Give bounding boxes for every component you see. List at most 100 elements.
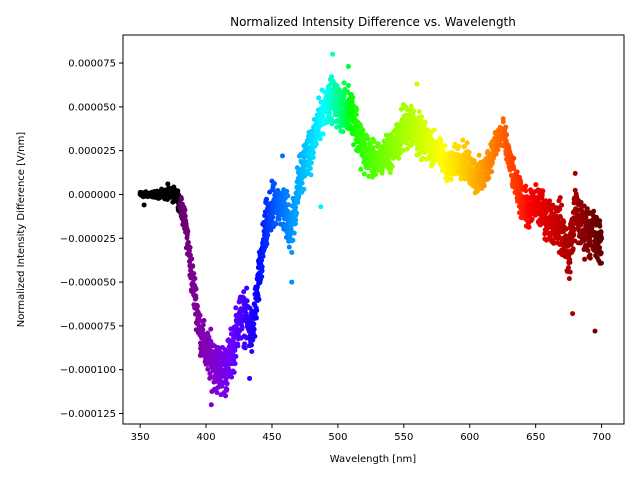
data-point [584, 206, 590, 212]
data-point [182, 207, 188, 213]
data-point [371, 139, 377, 145]
data-point [566, 276, 572, 282]
data-point [591, 208, 597, 214]
data-point [561, 219, 567, 225]
data-point [448, 176, 454, 182]
data-point [249, 349, 255, 355]
y-axis: −0.000125 −0.000100 −0.000075 −0.000050 −0.0… [60, 59, 123, 420]
data-point [320, 131, 326, 137]
data-point [317, 136, 323, 142]
data-point [194, 303, 200, 309]
data-point [308, 172, 314, 178]
data-point [597, 223, 603, 229]
x-tick-label: 700 [592, 432, 611, 443]
y-tick-label: 0.000050 [68, 102, 116, 113]
data-point [404, 146, 410, 152]
data-point [567, 259, 573, 265]
data-point [414, 81, 420, 87]
data-point [271, 181, 277, 187]
data-point [200, 327, 206, 333]
data-point [422, 119, 428, 125]
data-point [578, 199, 584, 205]
data-point [284, 188, 290, 194]
data-point [297, 184, 303, 190]
data-point [506, 145, 512, 151]
data-point [583, 215, 589, 221]
data-point [252, 333, 258, 339]
data-point [597, 218, 603, 224]
data-point [500, 119, 506, 125]
data-point [175, 188, 181, 194]
data-point [192, 276, 198, 282]
y-tick-label: −0.000100 [60, 365, 116, 376]
data-point [559, 202, 565, 208]
x-axis-label: Wavelength [nm] [330, 454, 416, 465]
data-point [340, 129, 346, 135]
data-point [489, 160, 495, 166]
data-point [592, 328, 598, 334]
data-point [244, 285, 250, 291]
data-point [232, 361, 238, 367]
data-point [568, 241, 574, 247]
data-point [201, 332, 207, 338]
data-point [193, 286, 199, 292]
data-point [476, 152, 482, 158]
data-point [509, 159, 515, 165]
data-point [511, 166, 517, 172]
data-point [208, 326, 214, 332]
data-point [523, 188, 529, 194]
data-point [197, 318, 203, 324]
x-tick-label: 650 [526, 432, 545, 443]
data-point [231, 369, 237, 375]
data-point [229, 374, 235, 380]
data-point [197, 312, 203, 318]
data-point [289, 279, 295, 285]
data-point [341, 80, 347, 86]
data-point [542, 198, 548, 204]
data-point [514, 169, 520, 175]
data-point [408, 103, 414, 109]
data-point [379, 166, 385, 172]
data-point [235, 343, 241, 349]
data-point [570, 311, 576, 317]
data-point [598, 250, 604, 256]
data-point [189, 256, 195, 262]
data-point [206, 334, 212, 340]
data-point [307, 165, 313, 171]
data-point [599, 236, 605, 242]
data-point [396, 155, 402, 161]
data-point [547, 198, 553, 204]
data-point [292, 221, 298, 227]
data-point [254, 307, 260, 313]
data-point [582, 256, 588, 262]
data-point [460, 137, 466, 143]
data-point [330, 51, 336, 57]
data-point [411, 108, 417, 114]
data-point [178, 196, 184, 202]
data-point [313, 141, 319, 147]
data-point [316, 95, 322, 101]
y-tick-label: −0.000125 [60, 409, 116, 420]
data-point [598, 260, 604, 266]
data-point [353, 112, 359, 117]
data-point [291, 230, 297, 236]
y-tick-label: 0.000000 [68, 190, 116, 201]
data-point [367, 141, 373, 147]
data-point [556, 234, 562, 240]
data-point [464, 140, 470, 146]
data-point [201, 317, 207, 323]
data-point [514, 181, 520, 187]
data-point [318, 204, 324, 210]
data-point [293, 217, 299, 223]
data-point [285, 193, 291, 199]
data-point [354, 107, 360, 113]
data-point [247, 375, 253, 381]
data-point [511, 155, 517, 161]
data-point [286, 202, 292, 208]
data-point [207, 371, 213, 377]
data-point [517, 191, 523, 197]
data-point [350, 94, 356, 100]
data-point [540, 188, 546, 194]
data-point [433, 140, 439, 146]
